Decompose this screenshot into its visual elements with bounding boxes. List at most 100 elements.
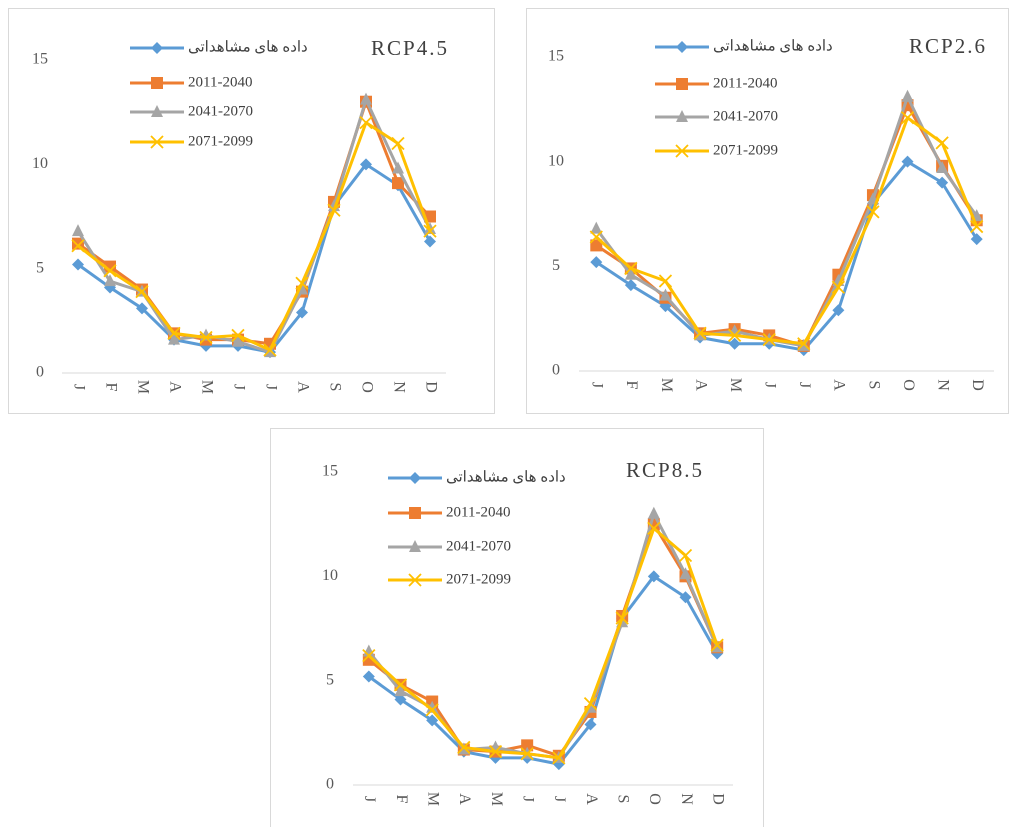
marker	[624, 261, 638, 276]
marker	[762, 332, 776, 347]
marker	[263, 343, 277, 357]
marker	[659, 288, 672, 301]
marker	[832, 304, 845, 317]
x-tick-label: J	[589, 382, 606, 388]
marker	[168, 332, 180, 345]
x-tick-label: F	[393, 795, 410, 804]
x-tick-label: D	[709, 793, 726, 805]
marker	[866, 205, 880, 219]
marker	[362, 670, 375, 683]
marker	[615, 611, 629, 625]
marker	[135, 284, 149, 299]
marker	[488, 744, 503, 759]
legend-label: 2071-2099	[713, 142, 778, 158]
series-line	[367, 526, 719, 760]
marker	[678, 548, 693, 563]
x-tick-label: N	[934, 379, 951, 391]
chart-frame	[526, 8, 1009, 414]
y-tick-label: 15	[322, 463, 338, 480]
marker	[552, 751, 566, 765]
legend-label: 2011-2040	[713, 75, 777, 91]
marker	[679, 591, 692, 604]
x-tick-label: F	[623, 381, 640, 390]
chart-frame	[270, 428, 764, 827]
marker	[590, 256, 603, 269]
marker	[360, 92, 372, 105]
marker	[590, 221, 603, 234]
x-tick-label: J	[551, 796, 568, 802]
marker	[658, 274, 673, 288]
x-tick-label: F	[102, 383, 119, 392]
marker	[408, 573, 422, 587]
series-line	[595, 116, 979, 346]
marker	[676, 110, 688, 122]
legend-label: 2041-2070	[713, 108, 778, 124]
y-tick-label: 0	[36, 364, 44, 381]
marker	[424, 235, 436, 248]
y-tick-label: 5	[36, 259, 44, 276]
x-tick-label: A	[583, 793, 600, 805]
marker	[676, 78, 688, 90]
y-tick-label: 0	[552, 362, 560, 379]
x-tick-label: M	[727, 378, 744, 392]
legend-label: 2071-2099	[188, 133, 253, 149]
marker	[136, 302, 148, 315]
series-line	[77, 121, 432, 352]
marker	[394, 684, 407, 697]
series-line	[595, 95, 978, 348]
y-tick-label: 15	[548, 48, 564, 65]
marker	[727, 328, 742, 343]
x-tick-label: A	[294, 381, 311, 393]
x-tick-label: S	[326, 383, 343, 392]
x-tick-label: N	[390, 381, 407, 393]
marker	[409, 472, 421, 484]
marker	[584, 718, 597, 731]
marker	[936, 176, 949, 189]
marker	[231, 328, 245, 343]
x-tick-label: J	[230, 384, 247, 390]
marker	[423, 224, 437, 238]
marker	[970, 219, 984, 234]
x-tick-label: D	[969, 379, 986, 391]
marker	[360, 158, 372, 171]
marker	[831, 280, 846, 294]
marker	[167, 326, 181, 340]
marker	[151, 105, 163, 117]
marker	[901, 155, 914, 168]
marker	[426, 714, 439, 727]
series-line	[367, 522, 719, 758]
x-tick-label: O	[358, 381, 375, 393]
x-tick-label: M	[488, 792, 505, 806]
series-line	[367, 512, 719, 760]
x-tick-label: J	[262, 384, 279, 390]
annotation: RCP2.6	[909, 34, 987, 58]
marker	[900, 111, 915, 125]
marker	[647, 521, 661, 535]
x-tick-label: S	[865, 381, 882, 390]
x-tick-label: M	[134, 380, 151, 394]
marker	[647, 570, 660, 583]
x-tick-label: J	[762, 382, 779, 388]
marker	[679, 567, 692, 580]
x-tick-label: S	[614, 795, 631, 804]
x-tick-label: A	[831, 379, 848, 391]
marker	[103, 264, 117, 278]
x-tick-label: O	[900, 379, 917, 391]
series-line	[367, 574, 719, 766]
marker	[72, 258, 84, 271]
marker	[521, 739, 534, 752]
marker	[901, 89, 914, 102]
marker	[936, 160, 949, 173]
annotation: RCP4.5	[371, 36, 449, 60]
y-tick-label: 10	[322, 567, 338, 584]
chart: 0 5 10 15 J F M A M J J A S O N D داده های مشاهداتی 2011-…	[322, 458, 733, 806]
marker	[728, 337, 741, 350]
x-tick-label: A	[166, 381, 183, 393]
marker	[72, 224, 84, 237]
x-tick-label: A	[456, 793, 473, 805]
marker	[392, 177, 404, 190]
marker	[327, 203, 341, 217]
series-line	[76, 98, 432, 354]
marker	[624, 267, 637, 280]
